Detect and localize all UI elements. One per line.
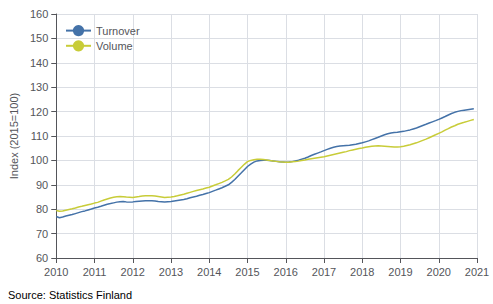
svg-text:Index (2015=100): Index (2015=100) <box>8 93 20 180</box>
svg-text:2020: 2020 <box>427 266 451 278</box>
svg-text:2012: 2012 <box>121 266 145 278</box>
svg-text:2011: 2011 <box>83 266 107 278</box>
svg-text:2019: 2019 <box>388 266 412 278</box>
svg-text:90: 90 <box>36 179 48 191</box>
svg-text:Turnover: Turnover <box>96 25 140 37</box>
svg-text:2015: 2015 <box>235 266 259 278</box>
svg-text:2017: 2017 <box>312 266 336 278</box>
svg-text:70: 70 <box>36 228 48 240</box>
svg-text:130: 130 <box>30 81 48 93</box>
svg-text:150: 150 <box>30 32 48 44</box>
svg-text:160: 160 <box>30 8 48 20</box>
svg-text:100: 100 <box>30 154 48 166</box>
svg-text:Source: Statistics Finland: Source: Statistics Finland <box>8 289 132 301</box>
svg-text:2016: 2016 <box>274 266 298 278</box>
svg-text:2021: 2021 <box>465 266 489 278</box>
svg-text:60: 60 <box>36 252 48 264</box>
svg-text:80: 80 <box>36 203 48 215</box>
svg-text:110: 110 <box>31 130 49 142</box>
svg-text:2018: 2018 <box>350 266 374 278</box>
svg-text:Volume: Volume <box>96 40 133 52</box>
svg-text:2013: 2013 <box>159 266 183 278</box>
svg-text:120: 120 <box>30 106 48 118</box>
svg-text:2014: 2014 <box>197 266 221 278</box>
svg-text:140: 140 <box>30 57 48 69</box>
svg-text:2010: 2010 <box>44 266 68 278</box>
